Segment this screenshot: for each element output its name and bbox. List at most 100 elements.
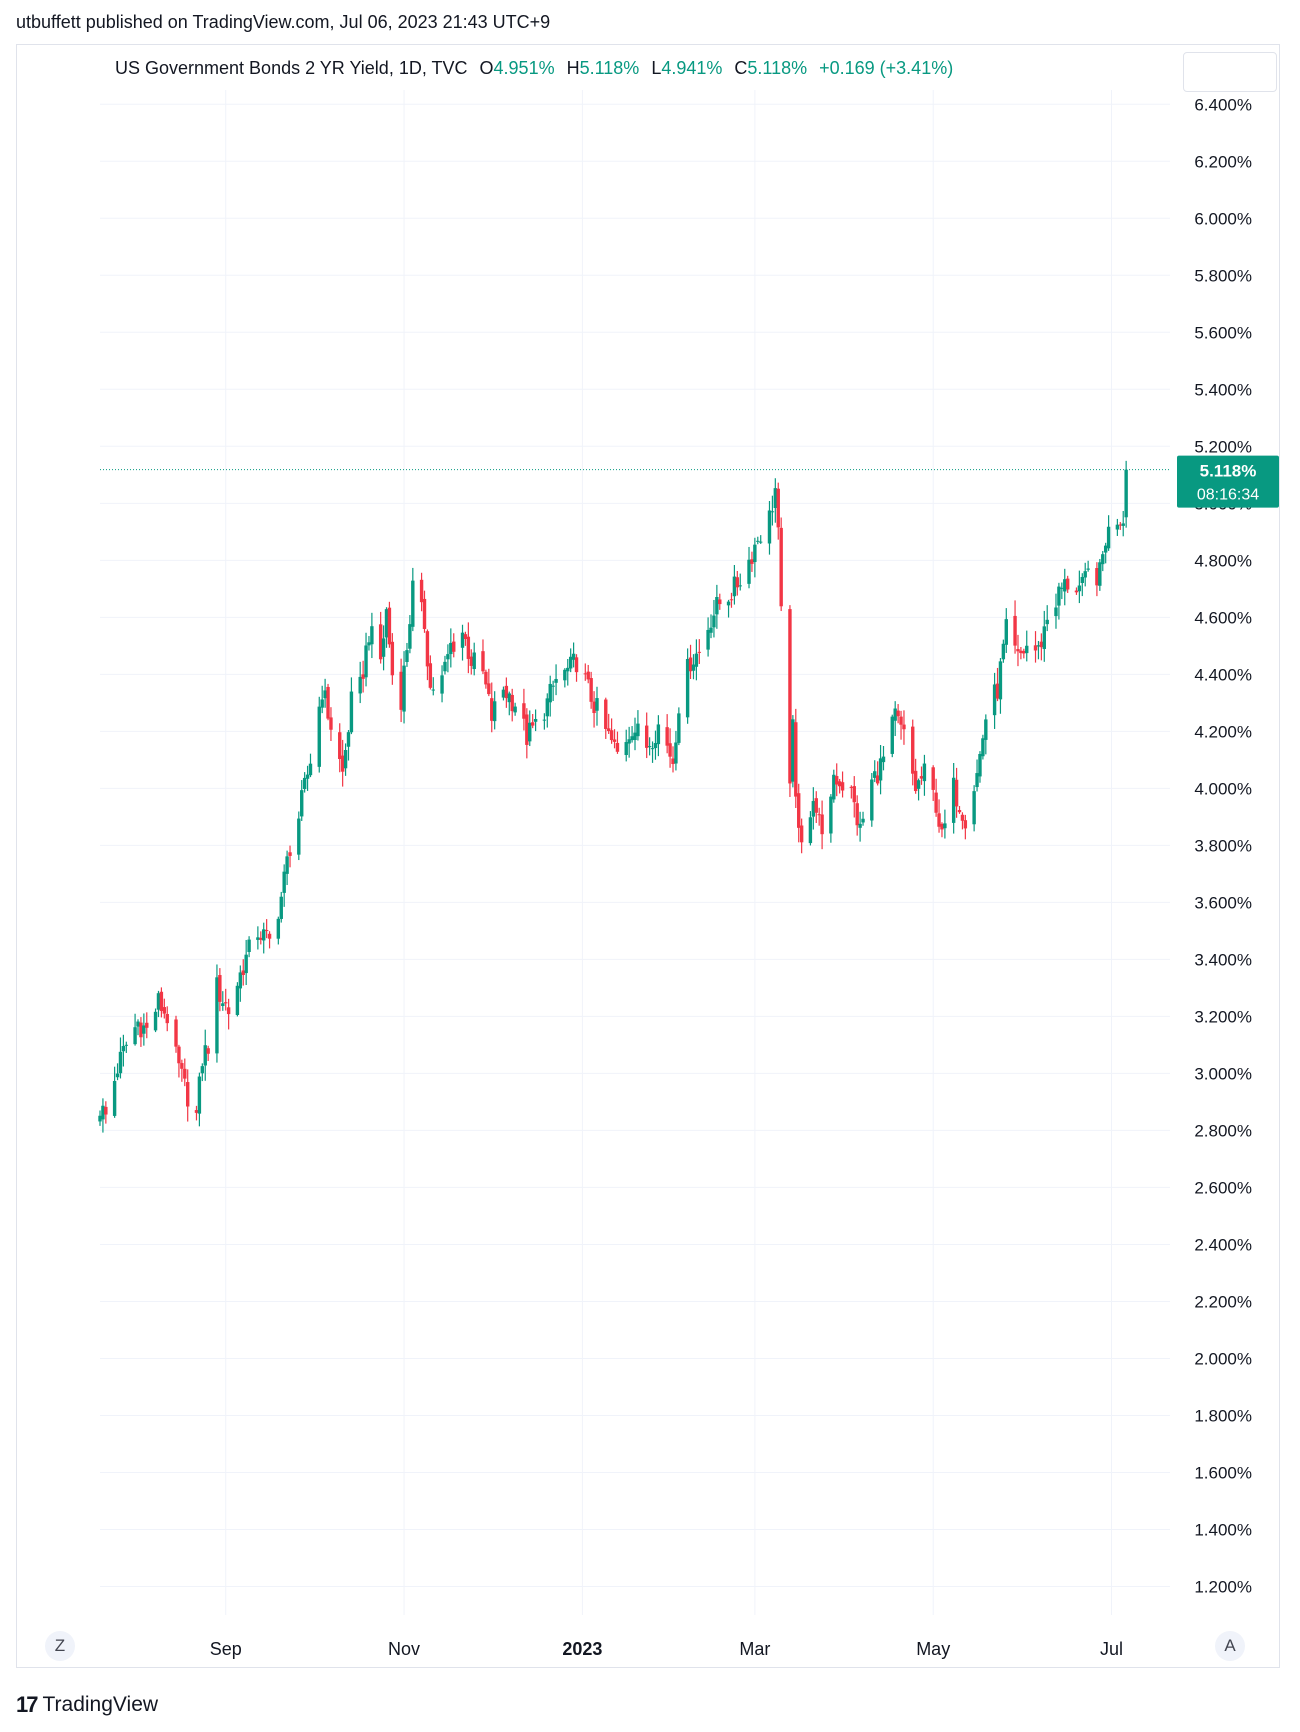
candle xyxy=(750,551,754,572)
candle xyxy=(975,759,979,792)
candle xyxy=(685,648,690,724)
candle xyxy=(820,800,824,850)
candle xyxy=(446,644,450,673)
candle xyxy=(405,642,409,667)
candle xyxy=(890,714,894,758)
candle xyxy=(995,667,1000,702)
candle xyxy=(285,850,289,886)
candle xyxy=(200,1063,205,1082)
candle xyxy=(235,982,240,1017)
candle xyxy=(566,658,570,686)
candle xyxy=(226,998,231,1030)
candle xyxy=(300,780,304,821)
publish-info: utbuffett published on TradingView.com, … xyxy=(16,12,551,32)
candle xyxy=(873,760,877,783)
candle xyxy=(893,701,897,737)
candle xyxy=(104,1101,108,1124)
candle xyxy=(776,482,780,540)
y-tick-label: 3.000% xyxy=(1194,1064,1252,1083)
countdown-label: 08:16:34 xyxy=(1197,487,1259,504)
candle xyxy=(256,926,260,950)
candle xyxy=(425,629,430,681)
candle xyxy=(1124,460,1128,528)
candle xyxy=(574,654,579,682)
candle xyxy=(791,715,795,788)
candle xyxy=(840,771,845,798)
candle xyxy=(264,919,269,939)
chart-options-box[interactable] xyxy=(1183,52,1277,92)
y-tick-label: 2.200% xyxy=(1194,1292,1252,1311)
y-tick-label: 4.000% xyxy=(1194,779,1252,798)
candle xyxy=(180,1059,184,1082)
candle xyxy=(323,678,327,708)
y-tick-label: 1.800% xyxy=(1194,1406,1252,1425)
candle xyxy=(481,639,485,675)
candle xyxy=(644,712,649,759)
candle xyxy=(139,1017,143,1047)
y-tick-label: 5.600% xyxy=(1194,323,1252,342)
candle xyxy=(153,1008,158,1033)
candle xyxy=(978,751,982,783)
candle xyxy=(133,1013,137,1046)
candle xyxy=(788,605,792,798)
candle xyxy=(794,708,798,809)
candle xyxy=(957,806,962,814)
candle xyxy=(589,671,593,709)
candle xyxy=(159,987,164,1018)
y-tick-label: 6.200% xyxy=(1194,152,1252,171)
candle xyxy=(568,648,573,673)
symbol-legend: US Government Bonds 2 YR Yield, 1D, TVC O… xyxy=(115,58,953,79)
candle xyxy=(656,715,661,757)
y-tick-label: 5.200% xyxy=(1194,437,1252,456)
candle xyxy=(542,713,547,730)
candle xyxy=(712,599,716,638)
candle xyxy=(194,1105,199,1121)
candle xyxy=(706,617,710,657)
candle xyxy=(530,713,535,729)
candle xyxy=(811,787,816,830)
candle xyxy=(507,691,511,716)
candle xyxy=(343,743,348,776)
candle xyxy=(615,731,620,754)
candle xyxy=(960,812,965,830)
high-value: 5.118% xyxy=(579,58,640,78)
last-price-badge xyxy=(1177,455,1279,508)
candle xyxy=(241,959,245,986)
candle xyxy=(528,710,532,747)
candle xyxy=(1106,515,1111,551)
zoom-reset-button[interactable]: Z xyxy=(45,1631,75,1661)
candle xyxy=(411,567,415,632)
candle xyxy=(101,1098,105,1133)
candle xyxy=(381,625,386,671)
y-tick-label: 4.600% xyxy=(1194,608,1252,627)
candle xyxy=(349,677,354,735)
candle xyxy=(779,517,783,612)
candle xyxy=(1033,631,1038,663)
candle xyxy=(954,767,959,818)
candle xyxy=(399,658,403,723)
candle xyxy=(870,772,874,827)
candle xyxy=(346,729,351,761)
candle xyxy=(282,864,286,907)
candle xyxy=(1074,587,1079,595)
candle xyxy=(709,614,713,639)
candle xyxy=(1077,570,1082,604)
candle xyxy=(963,814,968,840)
candle xyxy=(121,1034,126,1067)
candle xyxy=(259,931,263,945)
candle xyxy=(472,642,476,676)
low-value: 4.941% xyxy=(661,58,723,78)
auto-scale-button[interactable]: A xyxy=(1215,1631,1245,1661)
y-tick-label: 1.200% xyxy=(1194,1577,1252,1596)
grid-lines xyxy=(100,90,1170,1615)
candle xyxy=(1063,568,1067,606)
candle xyxy=(98,1110,102,1126)
brand-name: TradingView xyxy=(42,1693,159,1716)
candle xyxy=(1103,542,1108,564)
x-tick-label: Sep xyxy=(210,1639,242,1659)
x-tick-label: Nov xyxy=(388,1639,420,1659)
candle xyxy=(422,590,427,633)
candle xyxy=(630,726,634,743)
candle xyxy=(522,688,526,731)
